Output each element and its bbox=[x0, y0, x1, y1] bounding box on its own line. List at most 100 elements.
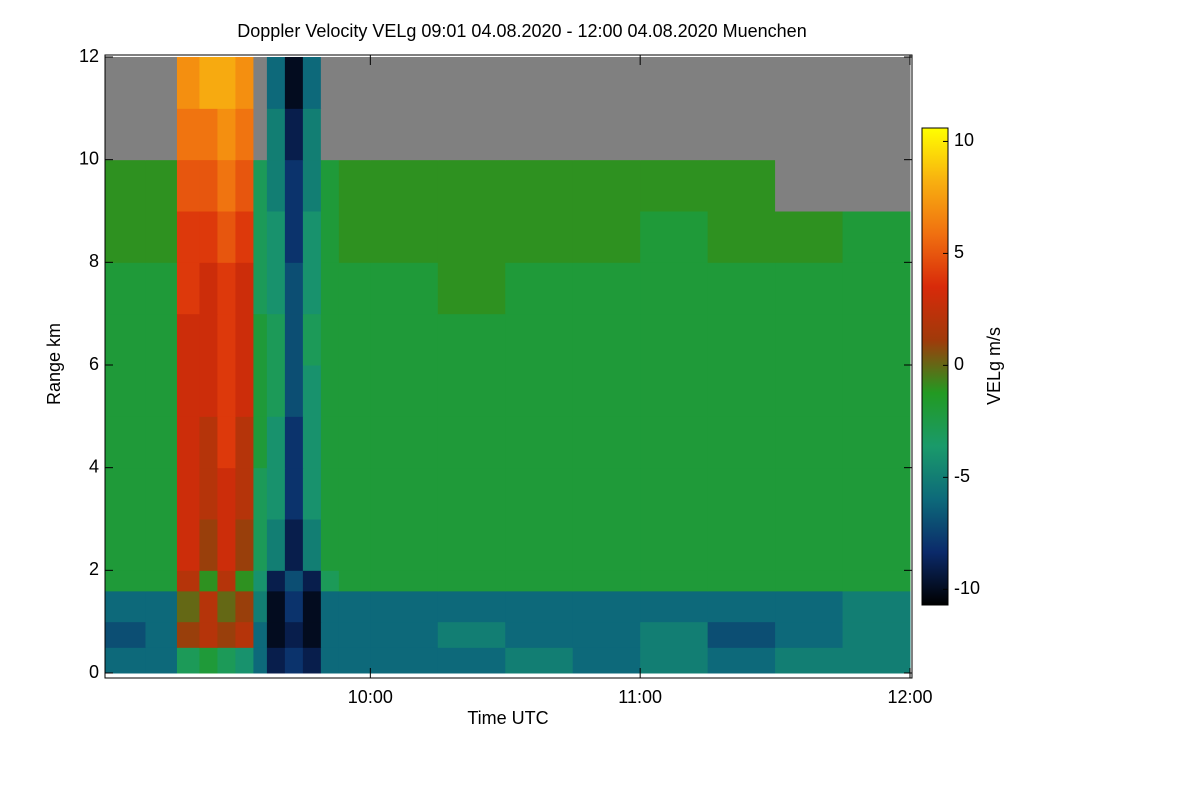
y-tick-label: 10 bbox=[79, 148, 99, 168]
heatmap-cell bbox=[105, 313, 146, 366]
heatmap-cell bbox=[370, 262, 439, 315]
heatmap-cell bbox=[775, 159, 844, 212]
heatmap-cell bbox=[105, 262, 146, 315]
heatmap-cell bbox=[320, 57, 340, 109]
heatmap-cell bbox=[572, 570, 641, 592]
heatmap-cell bbox=[266, 313, 286, 366]
heatmap-cell bbox=[640, 365, 709, 417]
heatmap-cell bbox=[302, 590, 322, 623]
heatmap-cell bbox=[253, 159, 268, 212]
heatmap-cell bbox=[505, 262, 574, 315]
heatmap-cell bbox=[235, 108, 254, 161]
heatmap-cell bbox=[235, 159, 254, 212]
heatmap-cell bbox=[302, 519, 322, 571]
heatmap-cell bbox=[105, 519, 146, 571]
heatmap-cell bbox=[842, 519, 911, 571]
heatmap-cell bbox=[775, 262, 844, 315]
heatmap-cell bbox=[253, 262, 268, 315]
heatmap-cell bbox=[572, 159, 641, 212]
heatmap-cell bbox=[217, 262, 236, 315]
heatmap-cell bbox=[505, 519, 574, 571]
heatmap-cell bbox=[266, 570, 286, 592]
heatmap-cell bbox=[505, 159, 574, 212]
heatmap-cell bbox=[572, 313, 641, 366]
heatmap-cell bbox=[284, 57, 304, 109]
heatmap-cell bbox=[253, 590, 268, 623]
heatmap-cell bbox=[437, 313, 506, 366]
heatmap-cell bbox=[572, 211, 641, 263]
heatmap-cell bbox=[320, 590, 340, 623]
heatmap-cell bbox=[505, 108, 574, 161]
heatmap-cell bbox=[707, 159, 776, 212]
heatmap-cell bbox=[707, 262, 776, 315]
heatmap-cell bbox=[176, 570, 200, 592]
heatmap-cell bbox=[437, 467, 506, 520]
heatmap-cell bbox=[505, 211, 574, 263]
heatmap-cell bbox=[640, 416, 709, 469]
heatmap-cell bbox=[199, 108, 218, 161]
heatmap-cell bbox=[505, 621, 574, 648]
heatmap-cell bbox=[145, 570, 178, 592]
colorbar-label: VELg m/s bbox=[984, 327, 1004, 405]
heatmap-cell bbox=[842, 159, 911, 212]
heatmap-cell bbox=[145, 467, 178, 520]
heatmap-cell bbox=[217, 647, 236, 674]
heatmap-cell bbox=[437, 262, 506, 315]
heatmap-cell bbox=[775, 621, 844, 648]
x-tick-label: 11:00 bbox=[618, 687, 662, 707]
heatmap-cell bbox=[217, 57, 236, 109]
heatmap-cell bbox=[235, 57, 254, 109]
heatmap-cell bbox=[145, 416, 178, 469]
heatmap-cell bbox=[105, 416, 146, 469]
heatmap-cell bbox=[437, 365, 506, 417]
heatmap-cell bbox=[284, 467, 304, 520]
heatmap-cell bbox=[572, 590, 641, 623]
heatmap-cell bbox=[176, 108, 200, 161]
heatmap-cell bbox=[338, 467, 371, 520]
heatmap-cell bbox=[707, 416, 776, 469]
heatmap-cell bbox=[176, 519, 200, 571]
heatmap-cell bbox=[320, 416, 340, 469]
heatmap-cell bbox=[572, 365, 641, 417]
heatmap-cell bbox=[572, 519, 641, 571]
heatmap-cell bbox=[266, 57, 286, 109]
heatmap-cell bbox=[105, 108, 146, 161]
heatmap-cell bbox=[266, 590, 286, 623]
heatmap-cell bbox=[105, 621, 146, 648]
heatmap-cell bbox=[707, 647, 776, 674]
heatmap-cell bbox=[437, 647, 506, 674]
heatmap-cell bbox=[302, 416, 322, 469]
heatmap-cell bbox=[842, 467, 911, 520]
heatmap-cell bbox=[266, 467, 286, 520]
heatmap-cell bbox=[775, 570, 844, 592]
x-tick-label: 10:00 bbox=[348, 687, 393, 707]
heatmap-cell bbox=[145, 159, 178, 212]
heatmap-cell bbox=[707, 313, 776, 366]
heatmap-cell bbox=[266, 365, 286, 417]
heatmap-cell bbox=[302, 57, 322, 109]
heatmap-cell bbox=[176, 262, 200, 315]
heatmap-cell bbox=[199, 313, 218, 366]
x-axis-label: Time UTC bbox=[467, 708, 548, 728]
heatmap-cell bbox=[338, 262, 371, 315]
heatmap-cell bbox=[176, 313, 200, 366]
heatmap-cell bbox=[505, 57, 574, 109]
heatmap-cell bbox=[105, 570, 146, 592]
heatmap-cell bbox=[338, 416, 371, 469]
heatmap-cell bbox=[284, 159, 304, 212]
plot-frame bbox=[104, 54, 913, 679]
heatmap-cell bbox=[302, 647, 322, 674]
heatmap-cell bbox=[302, 262, 322, 315]
heatmap-cell bbox=[707, 365, 776, 417]
heatmap-cell bbox=[176, 467, 200, 520]
heatmap-cell bbox=[217, 365, 236, 417]
heatmap-cell bbox=[235, 211, 254, 263]
heatmap-cell bbox=[775, 57, 844, 109]
heatmap-cell bbox=[266, 647, 286, 674]
heatmap-cell bbox=[370, 519, 439, 571]
heatmap-cell bbox=[505, 647, 574, 674]
heatmap-cell bbox=[145, 647, 178, 674]
heatmap-cell bbox=[842, 416, 911, 469]
heatmap-cell bbox=[105, 57, 146, 109]
